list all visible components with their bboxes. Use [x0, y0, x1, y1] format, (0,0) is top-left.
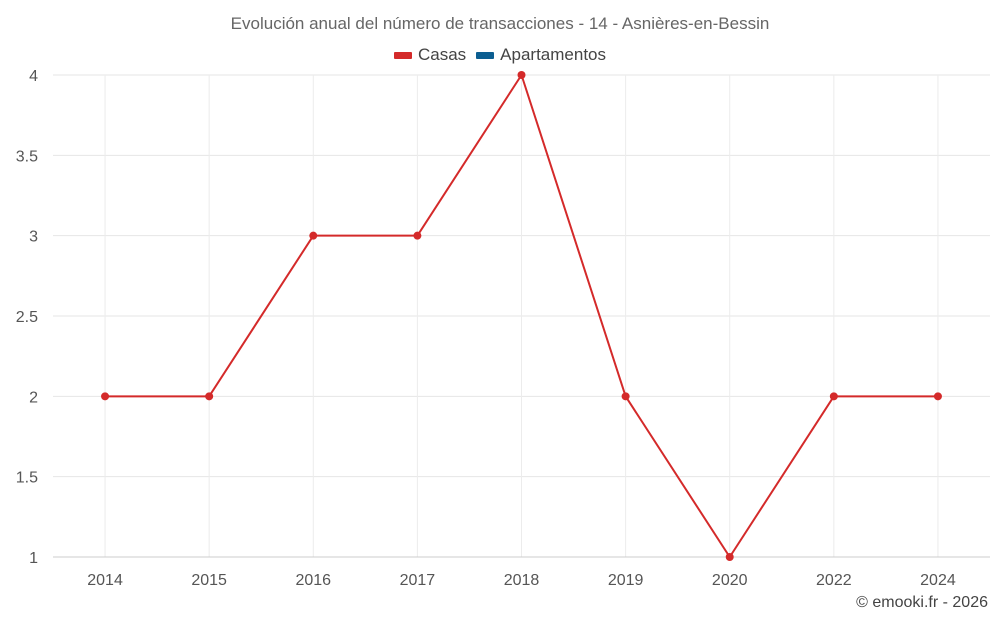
x-tick-label: 2018 — [504, 572, 540, 589]
y-tick-label: 2.5 — [16, 309, 38, 326]
x-tick-label: 2024 — [920, 572, 956, 589]
legend-item-casas[interactable]: Casas — [393, 45, 467, 65]
x-tick-label: 2014 — [87, 572, 123, 589]
legend: Casas Apartamentos — [0, 45, 1000, 65]
y-tick-label: 4 — [29, 68, 38, 85]
x-tick-label: 2016 — [295, 572, 331, 589]
y-tick-label: 1.5 — [16, 470, 38, 487]
y-tick-label: 2 — [29, 389, 38, 406]
legend-label-casas: Casas — [417, 45, 467, 64]
x-gridlines — [104, 75, 939, 557]
data-point-casas — [621, 392, 630, 401]
y-tick-label: 3 — [29, 229, 38, 246]
legend-swatch-casas — [393, 51, 412, 59]
legend-item-apartamentos[interactable]: Apartamentos — [476, 45, 606, 65]
data-point-casas — [309, 231, 318, 240]
data-point-casas — [933, 392, 942, 401]
data-point-casas — [829, 392, 838, 401]
x-tick-label: 2019 — [608, 572, 644, 589]
data-point-casas — [517, 71, 526, 79]
data-point-casas — [725, 553, 734, 561]
y-tick-label: 3.5 — [16, 148, 38, 165]
x-tick-label: 2015 — [191, 572, 227, 589]
x-axis-labels: 2014 2015 2016 2017 2018 2019 2020 2022 2024 — [87, 572, 956, 589]
y-axis-labels: 1 1.5 2 2.5 3 3.5 4 — [16, 68, 38, 567]
data-point-casas — [205, 392, 214, 401]
x-tick-label: 2017 — [400, 572, 436, 589]
legend-swatch-apartamentos — [476, 51, 495, 59]
data-point-casas — [101, 392, 110, 401]
data-point-casas — [413, 231, 422, 240]
legend-label-apartamentos: Apartamentos — [500, 45, 607, 64]
x-tick-label: 2020 — [712, 572, 748, 589]
x-tick-label: 2022 — [816, 572, 852, 589]
credits: © emooki.fr - 2026 — [856, 594, 988, 611]
chart-title: Evolución anual del número de transaccio… — [230, 14, 770, 33]
y-tick-label: 1 — [29, 550, 38, 567]
series-layer — [101, 71, 942, 561]
